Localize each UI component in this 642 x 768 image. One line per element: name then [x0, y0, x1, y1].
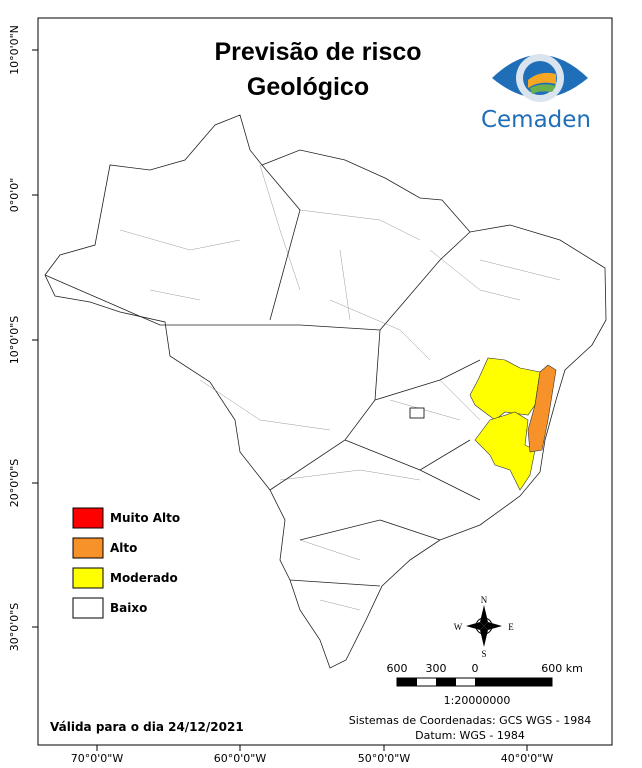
validity-date: Válida para o dia 24/12/2021: [50, 720, 244, 734]
legend-label: Alto: [110, 541, 137, 555]
datum: Datum: WGS - 1984: [415, 729, 525, 742]
logo: [492, 54, 588, 102]
compass-letter: W: [454, 622, 463, 632]
brazil-map: [44, 114, 607, 669]
legend-label: Baixo: [110, 601, 147, 615]
frame-ticks: [32, 49, 528, 751]
legend-swatch: [72, 537, 104, 559]
compass-letter: S: [481, 649, 486, 659]
compass-rose: [466, 605, 502, 647]
compass-letter: E: [508, 622, 514, 632]
logo-text: Cemaden: [481, 107, 591, 133]
scale-label: 600 km: [541, 662, 583, 675]
scale-bar: [396, 677, 553, 687]
longitude-label: 70°0'0"W: [71, 752, 124, 765]
latitude-label: 10°0'0"S: [8, 316, 21, 365]
legend-swatch: [72, 507, 104, 529]
legend-swatch: [72, 567, 104, 589]
scale-label: 0: [472, 662, 479, 675]
scale-ratio: 1:20000000: [444, 694, 511, 707]
scale-label: 300: [426, 662, 447, 675]
latitude-label: 10°0'0"N: [8, 25, 21, 75]
scale-label: 600: [387, 662, 408, 675]
title: Geológico: [247, 73, 369, 101]
latitude-label: 20°0'0"S: [8, 459, 21, 508]
latitude-label: 0°0'0": [8, 178, 21, 213]
legend-swatch: [72, 597, 104, 619]
latitude-label: 30°0'0"S: [8, 603, 21, 652]
longitude-label: 60°0'0"W: [214, 752, 267, 765]
title: Previsão de risco: [214, 38, 421, 66]
compass-letter: N: [481, 595, 488, 605]
legend-label: Moderado: [110, 571, 178, 585]
longitude-label: 40°0'0"W: [501, 752, 554, 765]
legend-label: Muito Alto: [110, 511, 180, 525]
longitude-label: 50°0'0"W: [358, 752, 411, 765]
coordinate-system: Sistemas de Coordenadas: GCS WGS - 1984: [349, 714, 591, 727]
